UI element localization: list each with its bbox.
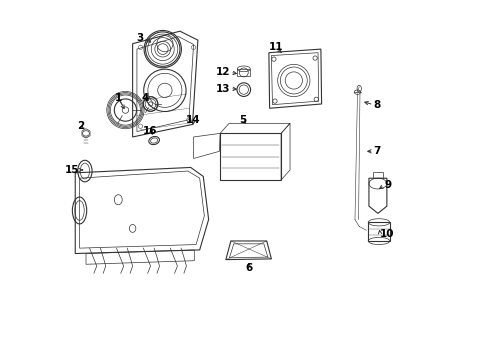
Text: 2: 2 [77,121,84,131]
Text: 1: 1 [114,93,122,103]
Text: 5: 5 [239,115,246,125]
Text: 12: 12 [215,67,230,77]
Text: 16: 16 [143,126,158,135]
Text: 7: 7 [373,146,380,156]
Text: 9: 9 [384,180,391,190]
Text: 13: 13 [215,84,230,94]
Text: 11: 11 [268,42,283,52]
Text: 10: 10 [379,229,394,239]
Text: 6: 6 [244,263,252,273]
Bar [372,172,383,178]
Text: 14: 14 [186,115,201,125]
Text: 4: 4 [141,93,148,103]
Text: 3: 3 [136,33,143,43]
Text: 8: 8 [373,100,380,110]
Text: 15: 15 [65,165,80,175]
Bar [367,222,389,241]
